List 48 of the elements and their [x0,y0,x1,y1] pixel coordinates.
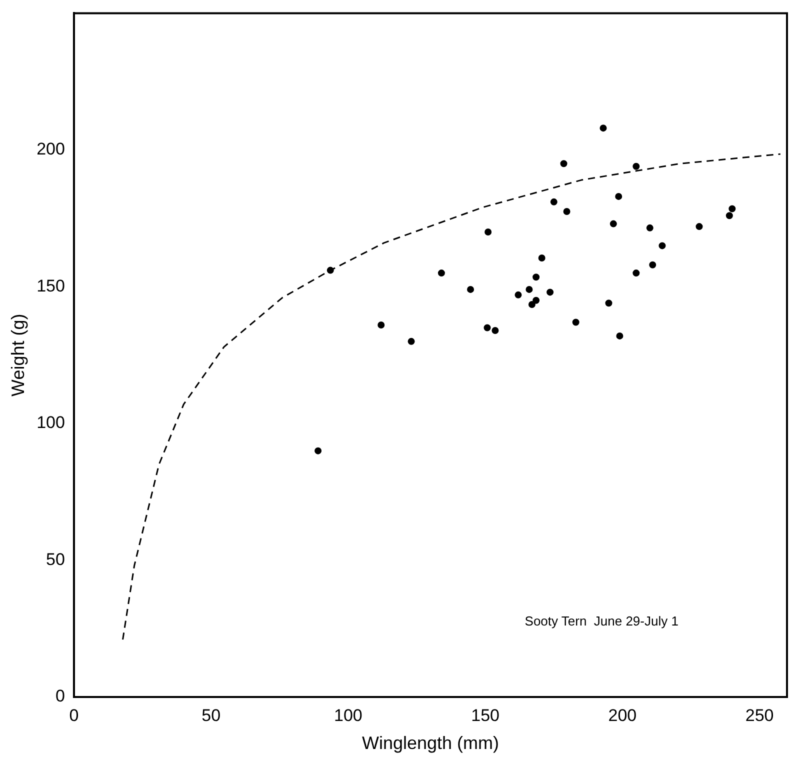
point [600,124,607,132]
x-tick-label: 150 [471,706,500,725]
y-tick-label: 150 [36,276,65,296]
point [326,266,334,274]
point [314,447,322,454]
y-tick-label: 200 [36,140,65,159]
x-axis-title: Winglength (mm) [362,733,499,754]
point [615,192,622,200]
point [538,254,546,262]
x-tick-label: 50 [202,706,221,725]
point [528,301,536,308]
point [646,224,654,232]
point [658,242,666,250]
point [616,332,624,340]
point [610,220,617,228]
annotation: Sooty Tern June 29-July 1 [524,613,678,628]
point [563,208,570,215]
point [492,326,499,334]
point [696,223,703,230]
point [532,296,540,304]
point [649,261,656,268]
point [560,160,568,168]
point [632,162,640,170]
y-tick-label: 50 [46,550,65,569]
x-tick-label: 0 [69,706,79,725]
point [467,286,474,293]
y-tick-label: 100 [36,413,65,432]
line-series [122,153,782,640]
point [408,338,415,345]
point [378,322,385,329]
point [726,212,733,220]
point [632,270,640,277]
point [526,286,533,293]
point [550,198,558,206]
point [484,324,491,332]
point [572,318,580,326]
y-tick-label: 0 [55,686,65,706]
point [438,270,445,277]
x-tick-label: 200 [608,706,637,725]
x-tick-label: 100 [334,706,362,725]
point [532,274,540,281]
y-axis-title: Weight (g) [8,314,28,396]
x-tick-label: 250 [745,706,774,725]
point [514,291,522,298]
point [546,288,554,296]
point [728,205,736,212]
point [605,300,612,307]
point [484,228,492,236]
